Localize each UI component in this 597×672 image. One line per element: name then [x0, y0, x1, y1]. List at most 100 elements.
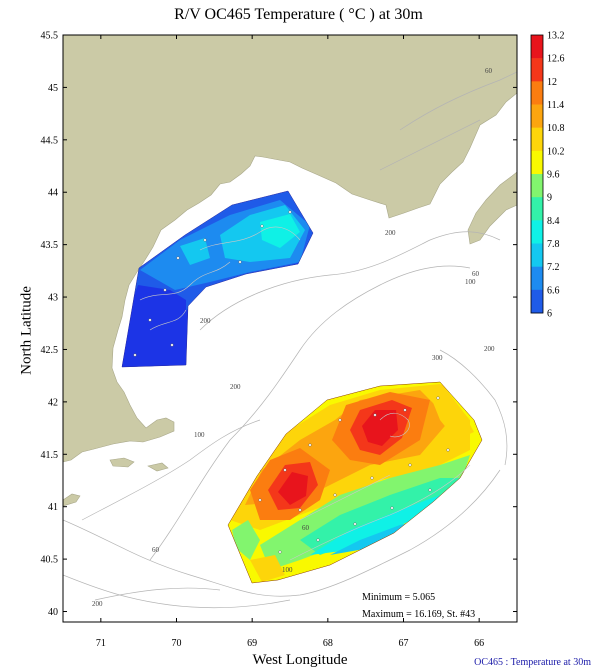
station-marker — [203, 238, 207, 242]
station-marker — [288, 210, 292, 214]
y-tick-label: 43.5 — [41, 240, 59, 251]
land-nova-scotia — [467, 171, 517, 245]
station-marker — [238, 260, 242, 264]
depth-label: 200 — [230, 383, 241, 391]
x-axis: 71 70 69 68 67 66 — [96, 35, 484, 649]
station-marker — [170, 343, 174, 347]
plot-frame — [62, 34, 518, 623]
colorbar-swatch — [531, 127, 543, 152]
land-long-island — [63, 493, 81, 507]
depth-label: 60 — [302, 524, 310, 532]
station-marker — [333, 493, 337, 497]
y-tick-label: 42.5 — [41, 345, 59, 356]
station-marker — [260, 224, 264, 228]
station-marker — [408, 463, 412, 467]
x-tick-label: 68 — [323, 638, 333, 649]
colorbar-label: 9.6 — [547, 170, 560, 181]
station-marker — [338, 418, 342, 422]
y-tick-label: 45.5 — [41, 31, 59, 42]
station-marker — [148, 318, 152, 322]
station-marker — [283, 468, 287, 472]
colorbar-label: 12 — [547, 77, 557, 88]
colorbar-swatch — [531, 104, 543, 128]
depth-label: 200 — [92, 600, 103, 608]
station-marker — [298, 508, 302, 512]
colorbar-swatch — [531, 58, 543, 82]
depth-label: 100 — [282, 566, 293, 574]
colorbar-label: 6 — [547, 309, 552, 320]
x-tick-label: 67 — [399, 638, 409, 649]
colorbar-swatch — [531, 174, 543, 198]
colorbar-frame — [530, 34, 544, 314]
y-tick-label: 41.5 — [41, 450, 59, 461]
x-axis-label: West Longitude — [252, 652, 348, 668]
station-marker — [428, 488, 432, 492]
x-tick-label: 71 — [96, 638, 106, 649]
colorbar-swatch — [531, 150, 543, 175]
station-marker — [278, 550, 282, 554]
colorbar-swatch — [531, 197, 543, 221]
colorbar-label: 6.6 — [547, 285, 560, 296]
colorbar-swatch — [531, 243, 543, 267]
depth-label: 60 — [152, 546, 160, 554]
station-marker — [258, 498, 262, 502]
colorbar-label: 11.4 — [547, 100, 564, 111]
station-marker — [133, 353, 137, 357]
survey-region-georges-bank — [228, 382, 482, 583]
station-marker — [403, 408, 407, 412]
colorbar-label: 12.6 — [547, 54, 565, 65]
y-tick-label: 45 — [48, 83, 58, 94]
depth-label: 200 — [200, 317, 211, 325]
colorbar-label: 13.2 — [547, 31, 565, 42]
x-tick-label: 66 — [474, 638, 484, 649]
land-mainland — [63, 35, 517, 463]
y-tick-label: 42 — [48, 397, 58, 408]
colorbar-swatch — [531, 220, 543, 244]
station-marker — [176, 256, 180, 260]
colorbar-legend: 13.2 12.6 12 11.4 10.8 10.2 9.6 9 8.4 7.8 7.2 6.6 6 — [530, 31, 565, 320]
station-markers — [133, 210, 450, 554]
depth-label: 60 — [485, 67, 493, 75]
x-tick-label: 69 — [247, 638, 257, 649]
y-tick-label: 44.5 — [41, 135, 59, 146]
x-tick-label: 70 — [172, 638, 182, 649]
gulf-of-maine-outline — [121, 190, 314, 368]
y-tick-label: 44 — [48, 188, 58, 199]
bathymetry-contours — [63, 71, 517, 609]
colorbar-swatch — [531, 266, 543, 291]
station-marker — [353, 522, 357, 526]
station-marker — [390, 506, 394, 510]
colorbar-swatch — [531, 35, 543, 59]
footer-caption: OC465 : Temperature at 30m — [474, 657, 591, 668]
colorbar-swatch — [531, 81, 543, 105]
y-tick-label: 41 — [48, 502, 58, 513]
colorbar-label: 10.8 — [547, 123, 565, 134]
colorbar-label: 8.4 — [547, 216, 560, 227]
minimum-annotation: Minimum = 5.065 — [362, 592, 435, 603]
georges-bank-outline — [227, 381, 483, 584]
station-marker — [308, 443, 312, 447]
colorbar-label: 7.8 — [547, 239, 560, 250]
depth-label: 100 — [194, 431, 205, 439]
y-tick-label: 40.5 — [41, 555, 59, 566]
depth-label: 200 — [484, 345, 495, 353]
station-marker — [370, 476, 374, 480]
colorbar-swatch — [531, 289, 543, 314]
y-axis: 45.5 45 44.5 44 43.5 43 42.5 42 41.5 41 40.5 40 — [41, 31, 517, 618]
colorbar-label: 10.2 — [547, 146, 565, 157]
land-nantucket — [147, 462, 169, 472]
y-tick-label: 43 — [48, 293, 58, 304]
colorbar-label: 7.2 — [547, 262, 560, 273]
station-marker — [163, 288, 167, 292]
y-tick-label: 40 — [48, 607, 58, 618]
chart-title: R/V OC465 Temperature ( °C ) at 30m — [174, 6, 423, 23]
maximum-annotation: Maximum = 16.169, St. #43 — [362, 609, 475, 620]
depth-label: 200 — [385, 229, 396, 237]
depth-label: 100 — [465, 278, 476, 286]
station-marker — [316, 538, 320, 542]
station-marker — [446, 448, 450, 452]
station-marker — [373, 413, 377, 417]
station-marker — [436, 396, 440, 400]
colorbar-label: 9 — [547, 193, 552, 204]
land-marthas-vineyard — [109, 457, 135, 468]
